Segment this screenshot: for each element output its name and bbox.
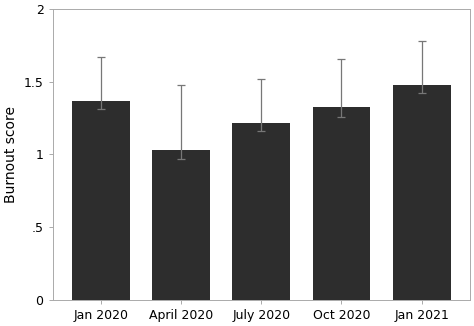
Bar — [393, 85, 451, 300]
Bar — [72, 101, 130, 300]
Bar — [152, 150, 210, 300]
Bar — [312, 107, 370, 300]
Y-axis label: Burnout score: Burnout score — [4, 106, 18, 203]
Bar — [232, 123, 290, 300]
